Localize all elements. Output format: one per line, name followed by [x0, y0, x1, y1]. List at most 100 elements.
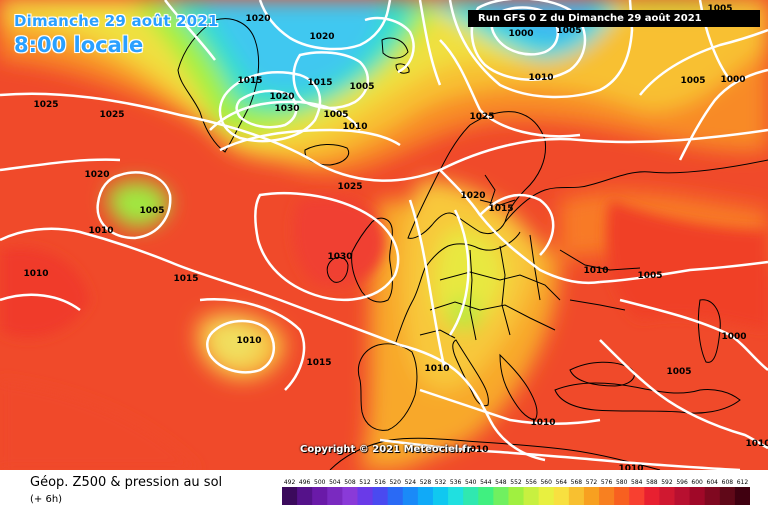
- scale-label: 608: [722, 479, 734, 486]
- isobar-label: 1010: [528, 73, 553, 83]
- isobar-label: 1005: [349, 82, 374, 92]
- scale-swatch: [538, 487, 555, 505]
- scale-label: 564: [556, 479, 568, 486]
- scale-swatch: [568, 487, 585, 505]
- isobar-label: 1015: [237, 76, 262, 86]
- isobar-label: 1005: [680, 76, 705, 86]
- isobar-label: 1015: [488, 204, 513, 214]
- scale-label: 504: [329, 479, 341, 486]
- scale-swatch: [704, 487, 721, 505]
- isobar-labels: 1020 1020 1015 1015 1005 1020 1030 1005 1010 1025…: [23, 4, 768, 470]
- scale-swatch: [432, 487, 449, 505]
- isobar-label: 1015: [307, 78, 332, 88]
- isobar-label: 1030: [274, 104, 299, 114]
- weather-map: 1020 1020 1015 1015 1005 1020 1030 1005 1010 1025…: [0, 0, 768, 470]
- scale-label: 508: [344, 479, 356, 486]
- isobar-label: 1020: [84, 170, 109, 180]
- scale-swatch: [387, 487, 404, 505]
- geopotential-field: [0, 0, 768, 470]
- isobar-label: 1020: [309, 32, 334, 42]
- scale-swatch: [629, 487, 645, 505]
- scale-swatch: [493, 487, 509, 505]
- scale-label: 600: [691, 479, 703, 486]
- scale-label: 548: [495, 479, 507, 486]
- isobar-label: 1015: [306, 358, 331, 368]
- scale-label: 580: [616, 479, 628, 486]
- scale-label: 524: [405, 479, 417, 486]
- scale-label: 532: [435, 479, 447, 486]
- isobar-label: 1010: [342, 122, 367, 132]
- scale-swatch: [402, 487, 419, 505]
- scale-label: 512: [359, 479, 371, 486]
- isobar-label: 1010: [88, 226, 113, 236]
- scale-swatch: [674, 487, 691, 505]
- run-info-text: Run GFS 0 Z du Dimanche 29 août 2021: [478, 13, 702, 24]
- scale-label: 588: [646, 479, 658, 486]
- isobar-label: 1000: [508, 29, 533, 39]
- scale-swatch: [342, 487, 358, 505]
- scale-swatch: [599, 487, 615, 505]
- isobar-label: 1010: [745, 439, 768, 449]
- legend-subtitle: (+ 6h): [30, 494, 63, 505]
- legend-title: Géop. Z500 & pression au sol: [30, 475, 223, 490]
- isobar-label: 1000: [720, 75, 745, 85]
- isobar-label: 1010: [583, 266, 608, 276]
- scale-swatch: [312, 487, 328, 505]
- scale-swatch: [417, 487, 434, 505]
- scale-swatch: [478, 487, 494, 505]
- isobar-label: 1010: [530, 418, 555, 428]
- color-scale: 492 496 500 504 508 512 516 520 524 528 532 536 540 5…: [282, 479, 750, 505]
- coastlines: [177, 18, 768, 470]
- isobar-label: 1005: [323, 110, 348, 120]
- forecast-time: 8:00 locale: [14, 33, 144, 57]
- scale-swatch: [734, 487, 750, 505]
- scale-label: 552: [510, 479, 522, 486]
- scale-label: 596: [676, 479, 688, 486]
- scale-swatch: [614, 487, 630, 505]
- scale-label: 584: [631, 479, 643, 486]
- isobar-label: 1000: [721, 332, 746, 342]
- isobar-label: 1005: [666, 367, 691, 377]
- isobar-label: 1025: [99, 110, 124, 120]
- scale-swatch: [689, 487, 706, 505]
- scale-swatch: [372, 487, 389, 505]
- scale-label: 568: [571, 479, 583, 486]
- scale-label: 576: [601, 479, 613, 486]
- scale-swatch: [553, 487, 570, 505]
- scale-swatch: [508, 487, 525, 505]
- scale-label: 612: [737, 479, 749, 486]
- scale-swatch: [659, 487, 676, 505]
- scale-swatch: [297, 487, 313, 505]
- scale-swatch: [644, 487, 660, 505]
- forecast-date: Dimanche 29 août 2021: [14, 12, 219, 30]
- scale-swatch: [583, 487, 600, 505]
- isobar-label: 1020: [269, 92, 294, 102]
- copyright-notice: Copyright © 2021 Meteociel.fr: [300, 444, 472, 455]
- scale-label: 496: [299, 479, 311, 486]
- isobar-label: 1005: [707, 4, 732, 14]
- scale-label: 492: [284, 479, 296, 486]
- isobar-label: 1005: [556, 26, 581, 36]
- isobar-label: 1025: [337, 182, 362, 192]
- scale-label: 536: [450, 479, 462, 486]
- scale-label: 560: [540, 479, 552, 486]
- run-info-box: Run GFS 0 Z du Dimanche 29 août 2021: [468, 10, 760, 27]
- isobar-label: 1010: [463, 445, 488, 455]
- scale-swatch: [327, 487, 343, 505]
- isobars: [0, 0, 768, 470]
- isobar-label: 1005: [637, 271, 662, 281]
- isobar-label: 1010: [236, 336, 261, 346]
- scale-label: 604: [707, 479, 719, 486]
- isobar-label: 1025: [469, 112, 494, 122]
- scale-label: 592: [661, 479, 673, 486]
- scale-label: 500: [314, 479, 326, 486]
- scale-swatch: [463, 487, 479, 505]
- scale-label: 556: [525, 479, 537, 486]
- scale-swatch: [282, 487, 298, 505]
- scale-swatch: [448, 487, 464, 505]
- scale-label: 520: [389, 479, 401, 486]
- isobar-label: 1005: [139, 206, 164, 216]
- isobar-label: 1025: [33, 100, 58, 110]
- scale-swatch: [523, 487, 540, 505]
- isobar-label: 1030: [327, 252, 352, 262]
